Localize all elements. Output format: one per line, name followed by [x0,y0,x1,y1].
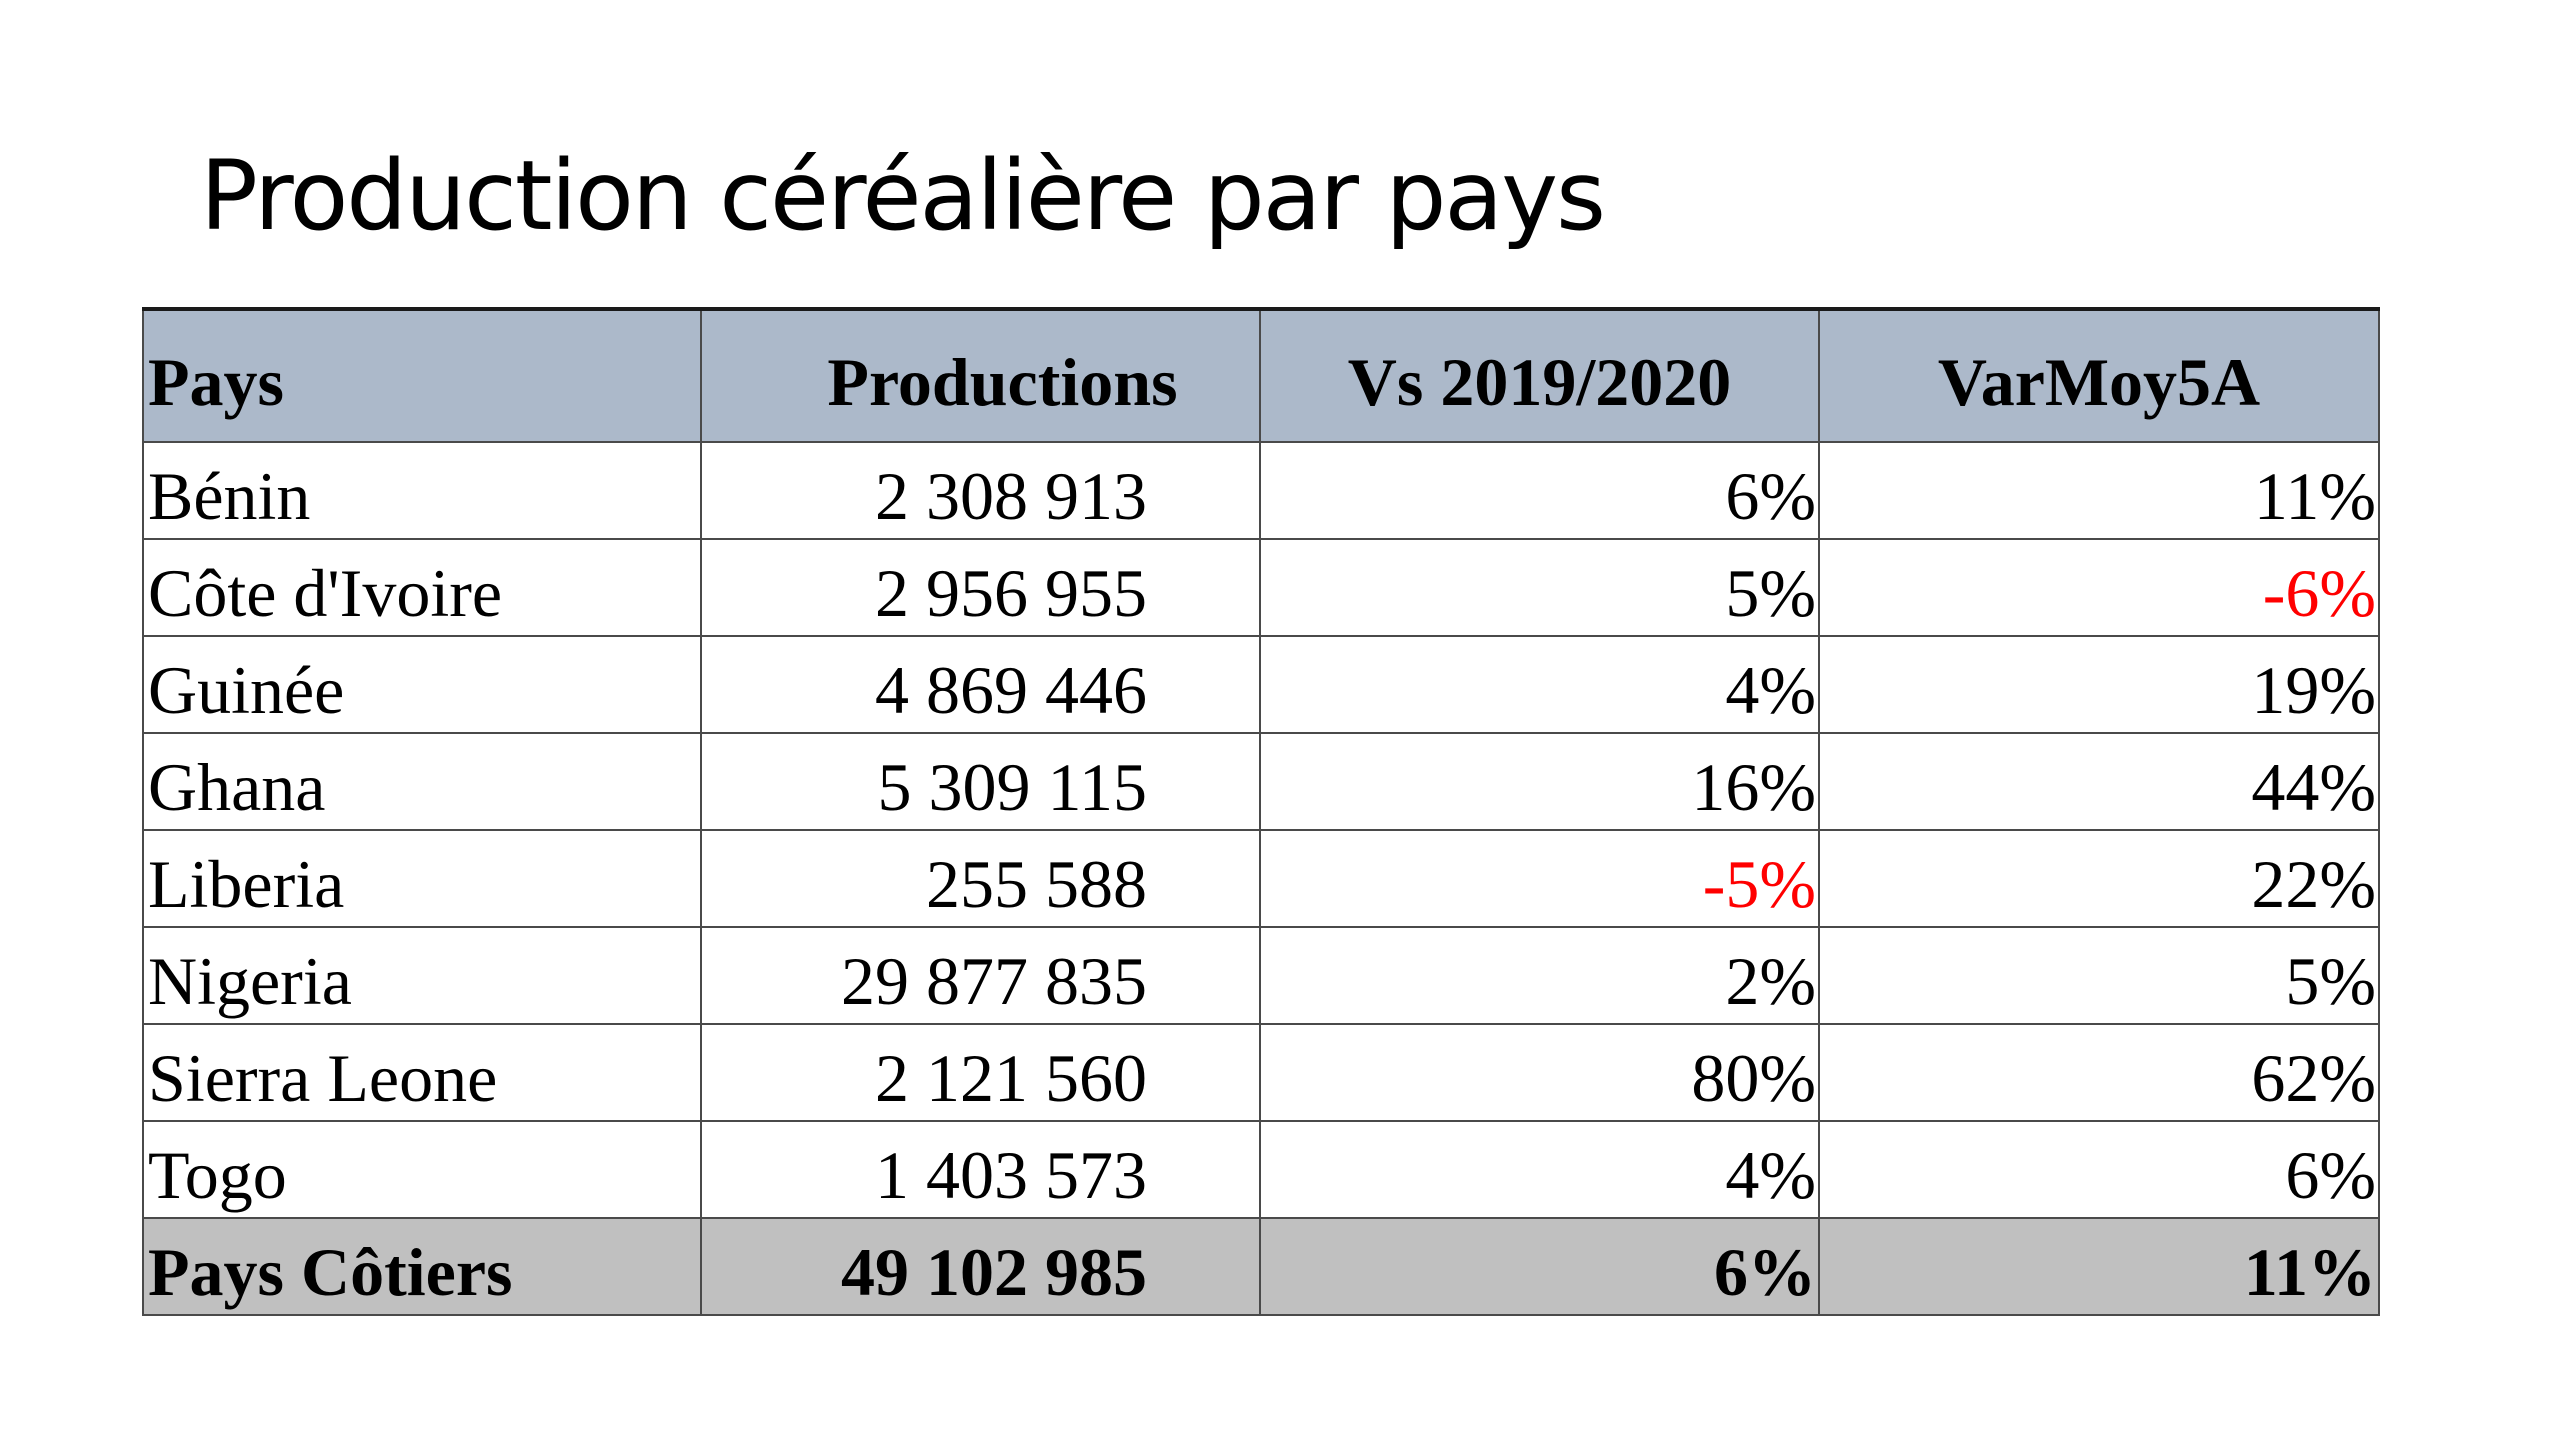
cell-pays: Liberia [142,829,702,928]
cell-varmoy5a: 19% [1818,635,2380,734]
cell-production: 2 121 560 [700,1023,1261,1122]
table-row: Togo 1 403 573 4% 6% [142,1120,2380,1219]
table-row: Sierra Leone 2 121 560 80% 62% [142,1023,2380,1122]
cell-vs-2019-2020: 80% [1259,1023,1820,1122]
table-row: Guinée 4 869 446 4% 19% [142,635,2380,734]
table-row: Ghana 5 309 115 16% 44% [142,732,2380,831]
cell-pays: Ghana [142,732,702,831]
cell-vs-2019-2020: 4% [1259,1120,1820,1219]
cell-pays: Nigeria [142,926,702,1025]
cell-vs-2019-2020: 2% [1259,926,1820,1025]
table-row: Liberia 255 588 -5% 22% [142,829,2380,928]
cell-varmoy5a: 22% [1818,829,2380,928]
cell-varmoy5a: 11% [1818,441,2380,540]
column-header-varmoy5a: VarMoy5A [1818,307,2380,443]
cell-production: 2 956 955 [700,538,1261,637]
cell-production: 255 588 [700,829,1261,928]
cell-pays: Togo [142,1120,702,1219]
cell-production: 2 308 913 [700,441,1261,540]
production-table: Pays Productions Vs 2019/2020 VarMoy5A B… [142,307,2380,1316]
cell-vs-2019-2020: 6% [1259,441,1820,540]
column-header-vs-2019-2020: Vs 2019/2020 [1259,307,1820,443]
column-header-pays: Pays [142,307,702,443]
cell-pays: Sierra Leone [142,1023,702,1122]
cell-vs-2019-2020: 4% [1259,635,1820,734]
cell-varmoy5a: -6% [1818,538,2380,637]
total-cell-vs-2019-2020: 6% [1259,1217,1820,1316]
cell-varmoy5a: 6% [1818,1120,2380,1219]
total-cell-varmoy5a: 11% [1818,1217,2380,1316]
cell-pays: Côte d'Ivoire [142,538,702,637]
column-header-productions: Productions [700,307,1261,443]
cell-vs-2019-2020: 5% [1259,538,1820,637]
header-row: Pays Productions Vs 2019/2020 VarMoy5A [142,307,2380,443]
cell-pays: Guinée [142,635,702,734]
cell-varmoy5a: 5% [1818,926,2380,1025]
table-row: Nigeria 29 877 835 2% 5% [142,926,2380,1025]
cell-vs-2019-2020: -5% [1259,829,1820,928]
table-header: Pays Productions Vs 2019/2020 VarMoy5A [142,307,2380,443]
table-row: Côte d'Ivoire 2 956 955 5% -6% [142,538,2380,637]
cell-vs-2019-2020: 16% [1259,732,1820,831]
cell-production: 5 309 115 [700,732,1261,831]
cell-varmoy5a: 44% [1818,732,2380,831]
cell-production: 29 877 835 [700,926,1261,1025]
total-cell-production: 49 102 985 [700,1217,1261,1316]
table-row: Bénin 2 308 913 6% 11% [142,441,2380,540]
table-body: Bénin 2 308 913 6% 11% Côte d'Ivoire 2 9… [142,441,2380,1316]
total-row: Pays Côtiers 49 102 985 6% 11% [142,1217,2380,1316]
total-cell-pays: Pays Côtiers [142,1217,702,1316]
slide-title: Production céréalière par pays [200,140,1606,252]
cell-production: 4 869 446 [700,635,1261,734]
cell-varmoy5a: 62% [1818,1023,2380,1122]
cell-production: 1 403 573 [700,1120,1261,1219]
cell-pays: Bénin [142,441,702,540]
